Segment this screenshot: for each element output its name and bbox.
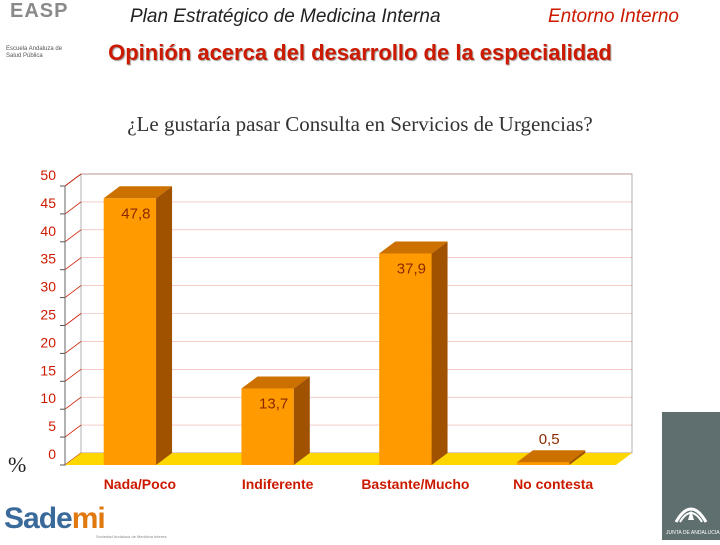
chart-floor <box>65 453 632 465</box>
gridline-diagonal <box>64 396 82 410</box>
gridline-diagonal <box>64 341 82 354</box>
data-label: 13,7 <box>259 396 288 413</box>
bar-side <box>431 241 448 465</box>
bar-front <box>241 388 294 465</box>
bar-top <box>103 186 173 199</box>
section-title: Entorno Interno <box>548 6 679 27</box>
y-tick-label: 50 <box>40 167 56 183</box>
y-tick-label: 45 <box>40 195 56 211</box>
x-tick-label: Bastante/Mucho <box>361 476 469 492</box>
gridline-diagonal <box>64 173 82 187</box>
bar-no-contesta <box>516 450 586 465</box>
easp-logo-letters: EASP <box>10 0 69 22</box>
data-label: 0,5 <box>539 431 560 448</box>
presentation-title: Plan Estratégico de Medicina Interna <box>130 6 441 27</box>
bar-nada-poco <box>103 186 173 465</box>
gridline-diagonal <box>64 368 82 382</box>
y-tick-label: 40 <box>40 223 56 239</box>
gridline-diagonal <box>64 424 82 438</box>
y-tick-label: 10 <box>40 390 56 406</box>
junta-logo-caption: JUNTA DE ANDALUCIA <box>666 530 720 536</box>
bar-bastante-mucho <box>379 241 448 465</box>
bar-side <box>293 376 310 465</box>
junta-andalucia-logo <box>662 412 720 540</box>
y-tick-label: 30 <box>40 279 56 295</box>
bar-front <box>103 198 157 465</box>
sademi-logo-caption: Sociedad Andaluza de Medicina Interna <box>96 534 167 539</box>
y-tick-label: 15 <box>40 362 56 378</box>
slide-subtitle: Opinión acerca del desarrollo de la espe… <box>108 40 612 65</box>
bar-top <box>379 241 448 254</box>
data-label: 37,9 <box>397 261 426 278</box>
data-label: 47,8 <box>121 205 150 222</box>
bar-indiferente <box>241 376 310 465</box>
gridline-diagonal <box>64 201 82 215</box>
bar-front <box>379 253 432 465</box>
bar-front <box>516 462 570 465</box>
sademi-logo-accent: mi <box>71 502 106 535</box>
y-tick-label: 0 <box>48 446 56 462</box>
bar-side <box>156 186 173 465</box>
x-tick-label: Indiferente <box>242 476 314 492</box>
y-tick-label: 5 <box>48 418 56 434</box>
y-axis-label: % <box>8 452 27 477</box>
gridline-diagonal <box>64 313 82 326</box>
y-tick-label: 20 <box>40 334 56 350</box>
gridline-diagonal <box>64 257 82 271</box>
easp-logo-caption: Escuela Andaluza de Salud Pública <box>6 46 63 59</box>
chart-title: ¿Le gustaría pasar Consulta en Servicios… <box>127 112 593 136</box>
x-tick-label: Nada/Poco <box>104 476 176 492</box>
gridline-diagonal <box>64 229 82 243</box>
y-tick-label: 25 <box>40 307 56 323</box>
gridline-diagonal <box>64 285 82 298</box>
bar-top <box>241 376 310 389</box>
sademi-logo: Sademi <box>4 502 106 536</box>
junta-emblem-icon <box>674 507 708 523</box>
bar-top <box>516 450 586 463</box>
x-tick-label: No contesta <box>513 476 593 492</box>
easp-logo: EASP Escuela Andaluza de Salud Pública <box>6 0 68 66</box>
bar-side <box>569 450 586 465</box>
sademi-logo-text: Sade <box>4 502 73 535</box>
y-tick-label: 35 <box>40 251 56 267</box>
